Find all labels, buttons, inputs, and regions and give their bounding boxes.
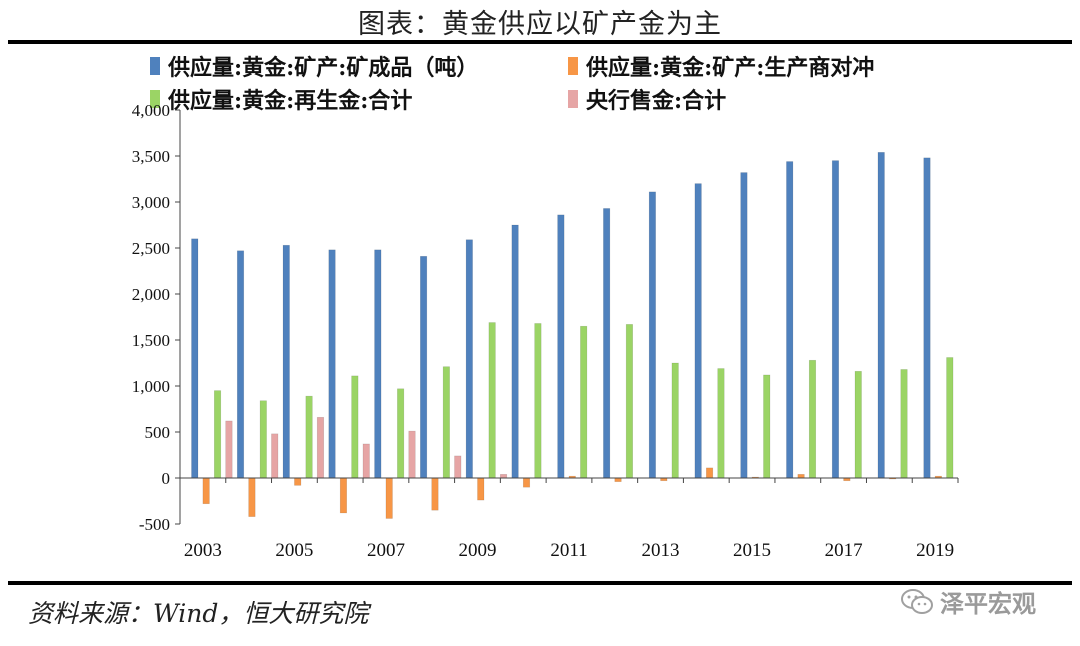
x-tick-label: 2009: [458, 540, 496, 561]
y-tick-label: 500: [145, 423, 171, 442]
bar-series-3-2013: [671, 362, 679, 479]
legend-swatch-recycled-gold: [150, 90, 160, 108]
bar-series-2-2008: [431, 477, 439, 511]
y-tick-label: -500: [139, 515, 170, 534]
legend-label-central-bank-sales: 央行售金:合计: [586, 88, 727, 114]
x-tick-label: 2007: [367, 540, 405, 561]
legend-swatch-producer-hedging: [568, 57, 578, 75]
bar-series-1-2014: [694, 183, 702, 479]
y-tick-label: 4,000: [132, 101, 170, 120]
bar-series-3-2015: [763, 374, 771, 479]
bar-series-3-2004: [259, 400, 267, 479]
x-tick-label: 2019: [916, 540, 954, 561]
x-tick-label: 2013: [642, 540, 680, 561]
bottom-rule: [8, 581, 1072, 585]
bar-series-1-2011: [557, 214, 565, 479]
bar-series-1-2004: [236, 250, 245, 479]
legend-item-recycled-gold: 供应量:黄金:再生金:合计: [150, 83, 412, 115]
source-note: 资料来源：Wind，恒大研究院: [28, 599, 369, 628]
bar-series-1-2018: [877, 152, 885, 479]
legend-item-producer-hedging: 供应量:黄金:矿产:生产商对冲: [568, 50, 874, 82]
y-tick-label: 2,500: [132, 239, 170, 258]
legend-label-mine-production: 供应量:黄金:矿产:矿成品（吨）: [168, 55, 479, 81]
legend-swatch-mine-production: [150, 57, 160, 75]
bar-series-3-2011: [580, 325, 588, 479]
bar-series-1-2003: [191, 238, 199, 479]
bar-series-3-2005: [305, 395, 313, 479]
bar-series-2-2004: [248, 477, 256, 517]
top-rule: [8, 40, 1072, 44]
legend-item-mine-production: 供应量:黄金:矿产:矿成品（吨）: [150, 50, 478, 82]
legend-label-producer-hedging: 供应量:黄金:矿产:生产商对冲: [586, 55, 875, 81]
bar-series-2-2009: [477, 477, 485, 501]
bar-series-3-2007: [397, 388, 405, 479]
x-tick-label: 2011: [550, 540, 587, 561]
bar-series-2-2007: [385, 477, 393, 519]
bar-series-3-2009: [488, 322, 496, 479]
bar-series-2-2014: [706, 467, 714, 479]
wechat-icon: [901, 588, 933, 614]
y-tick-label: 3,000: [132, 193, 170, 212]
bar-series-1-2016: [786, 161, 794, 479]
bar-series-4-2007: [408, 430, 416, 479]
x-tick-label: 2017: [825, 540, 863, 561]
bar-series-4-2008: [454, 455, 462, 479]
legend-item-central-bank-sales: 央行售金:合计: [568, 83, 726, 115]
bar-series-3-2003: [214, 390, 222, 479]
bar-series-4-2003: [225, 420, 233, 479]
x-tick-label: 2003: [184, 540, 222, 561]
bar-series-1-2012: [603, 208, 611, 479]
bar-series-1-2017: [831, 160, 840, 479]
bar-series-3-2018: [900, 369, 908, 479]
bar-series-3-2017: [854, 370, 862, 479]
y-tick-label: 1,000: [132, 377, 170, 396]
y-tick-label: 1,500: [132, 331, 170, 350]
bar-series-3-2019: [946, 357, 954, 479]
bar-series-1-2009: [465, 239, 473, 479]
y-tick-label: 0: [162, 469, 171, 488]
brand-name: 泽平宏观: [940, 589, 1036, 618]
bar-series-2-2010: [522, 477, 531, 488]
bar-series-3-2014: [717, 368, 725, 479]
legend-label-recycled-gold: 供应量:黄金:再生金:合计: [168, 88, 413, 114]
bar-series-3-2006: [351, 375, 359, 479]
bar-series-1-2006: [328, 249, 336, 479]
bar-series-2-2006: [339, 477, 347, 514]
bar-series-2-2012: [614, 477, 622, 482]
bar-series-1-2015: [740, 172, 748, 479]
bar-series-1-2005: [282, 244, 290, 479]
bar-series-4-2006: [362, 443, 370, 479]
legend-swatch-central-bank-sales: [568, 90, 578, 108]
brand-watermark: 泽平宏观: [900, 584, 1036, 619]
bar-series-3-2010: [534, 323, 542, 479]
y-tick-label: 3,500: [132, 147, 170, 166]
bar-series-4-2004: [271, 433, 279, 479]
bar-series-1-2008: [420, 255, 428, 479]
bar-series-1-2019: [923, 157, 931, 479]
chart-title: 图表：黄金供应以矿产金为主: [358, 9, 722, 40]
bar-series-3-2008: [442, 366, 450, 479]
bar-series-3-2016: [808, 359, 817, 479]
y-tick-label: 2,000: [132, 285, 170, 304]
bar-series-2-2003: [202, 477, 210, 505]
bar-series-4-2005: [316, 416, 325, 479]
bar-series-3-2012: [625, 324, 633, 479]
bar-series-1-2007: [374, 249, 382, 479]
bar-series-1-2013: [648, 191, 656, 479]
bar-series-4-2009: [499, 474, 508, 479]
x-tick-label: 2005: [275, 540, 313, 561]
bar-series-1-2010: [511, 224, 519, 479]
x-tick-label: 2015: [733, 540, 771, 561]
bar-series-2-2005: [294, 477, 302, 486]
bar-series-2-2016: [797, 474, 805, 479]
